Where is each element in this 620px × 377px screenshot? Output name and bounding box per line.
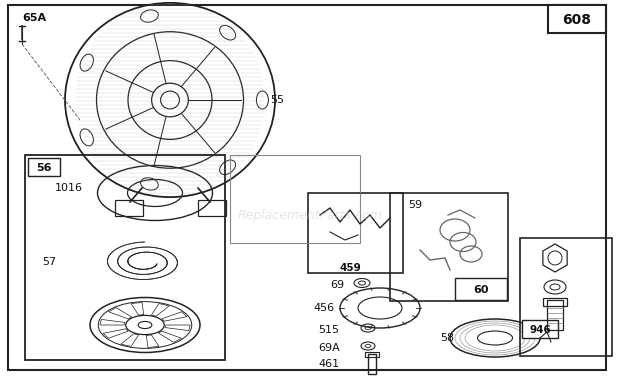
- Bar: [455, 278, 507, 300]
- Text: 55: 55: [270, 95, 284, 105]
- Bar: [522, 320, 558, 338]
- Bar: [198, 200, 226, 216]
- Bar: [368, 354, 376, 374]
- Bar: [115, 200, 143, 216]
- Text: 60: 60: [473, 285, 489, 295]
- Ellipse shape: [80, 129, 94, 146]
- Ellipse shape: [257, 91, 268, 109]
- Bar: [548, 5, 606, 33]
- Text: 57: 57: [42, 257, 56, 267]
- Bar: [520, 238, 612, 356]
- Ellipse shape: [141, 178, 158, 190]
- Bar: [543, 298, 567, 306]
- Text: 65A: 65A: [22, 13, 46, 23]
- Text: 1016: 1016: [55, 183, 83, 193]
- Ellipse shape: [219, 160, 236, 175]
- Text: 459: 459: [339, 263, 361, 273]
- Text: 69A: 69A: [318, 343, 340, 353]
- Bar: [230, 155, 360, 243]
- Text: 69: 69: [330, 280, 344, 290]
- Bar: [308, 193, 403, 273]
- Text: 946: 946: [529, 325, 551, 335]
- Text: 515: 515: [318, 325, 339, 335]
- Text: 608: 608: [562, 13, 591, 27]
- Text: ReplacementParts.com: ReplacementParts.com: [237, 208, 383, 222]
- Bar: [28, 158, 60, 176]
- Bar: [390, 193, 508, 301]
- Bar: [365, 352, 379, 357]
- Ellipse shape: [80, 54, 94, 71]
- Text: 461: 461: [318, 359, 339, 369]
- Text: 59: 59: [408, 200, 422, 210]
- Text: 56: 56: [36, 163, 51, 173]
- Text: 58: 58: [440, 333, 454, 343]
- Ellipse shape: [141, 10, 158, 22]
- Ellipse shape: [219, 25, 236, 40]
- Text: 456: 456: [313, 303, 334, 313]
- Bar: [25, 155, 225, 360]
- Bar: [547, 300, 563, 330]
